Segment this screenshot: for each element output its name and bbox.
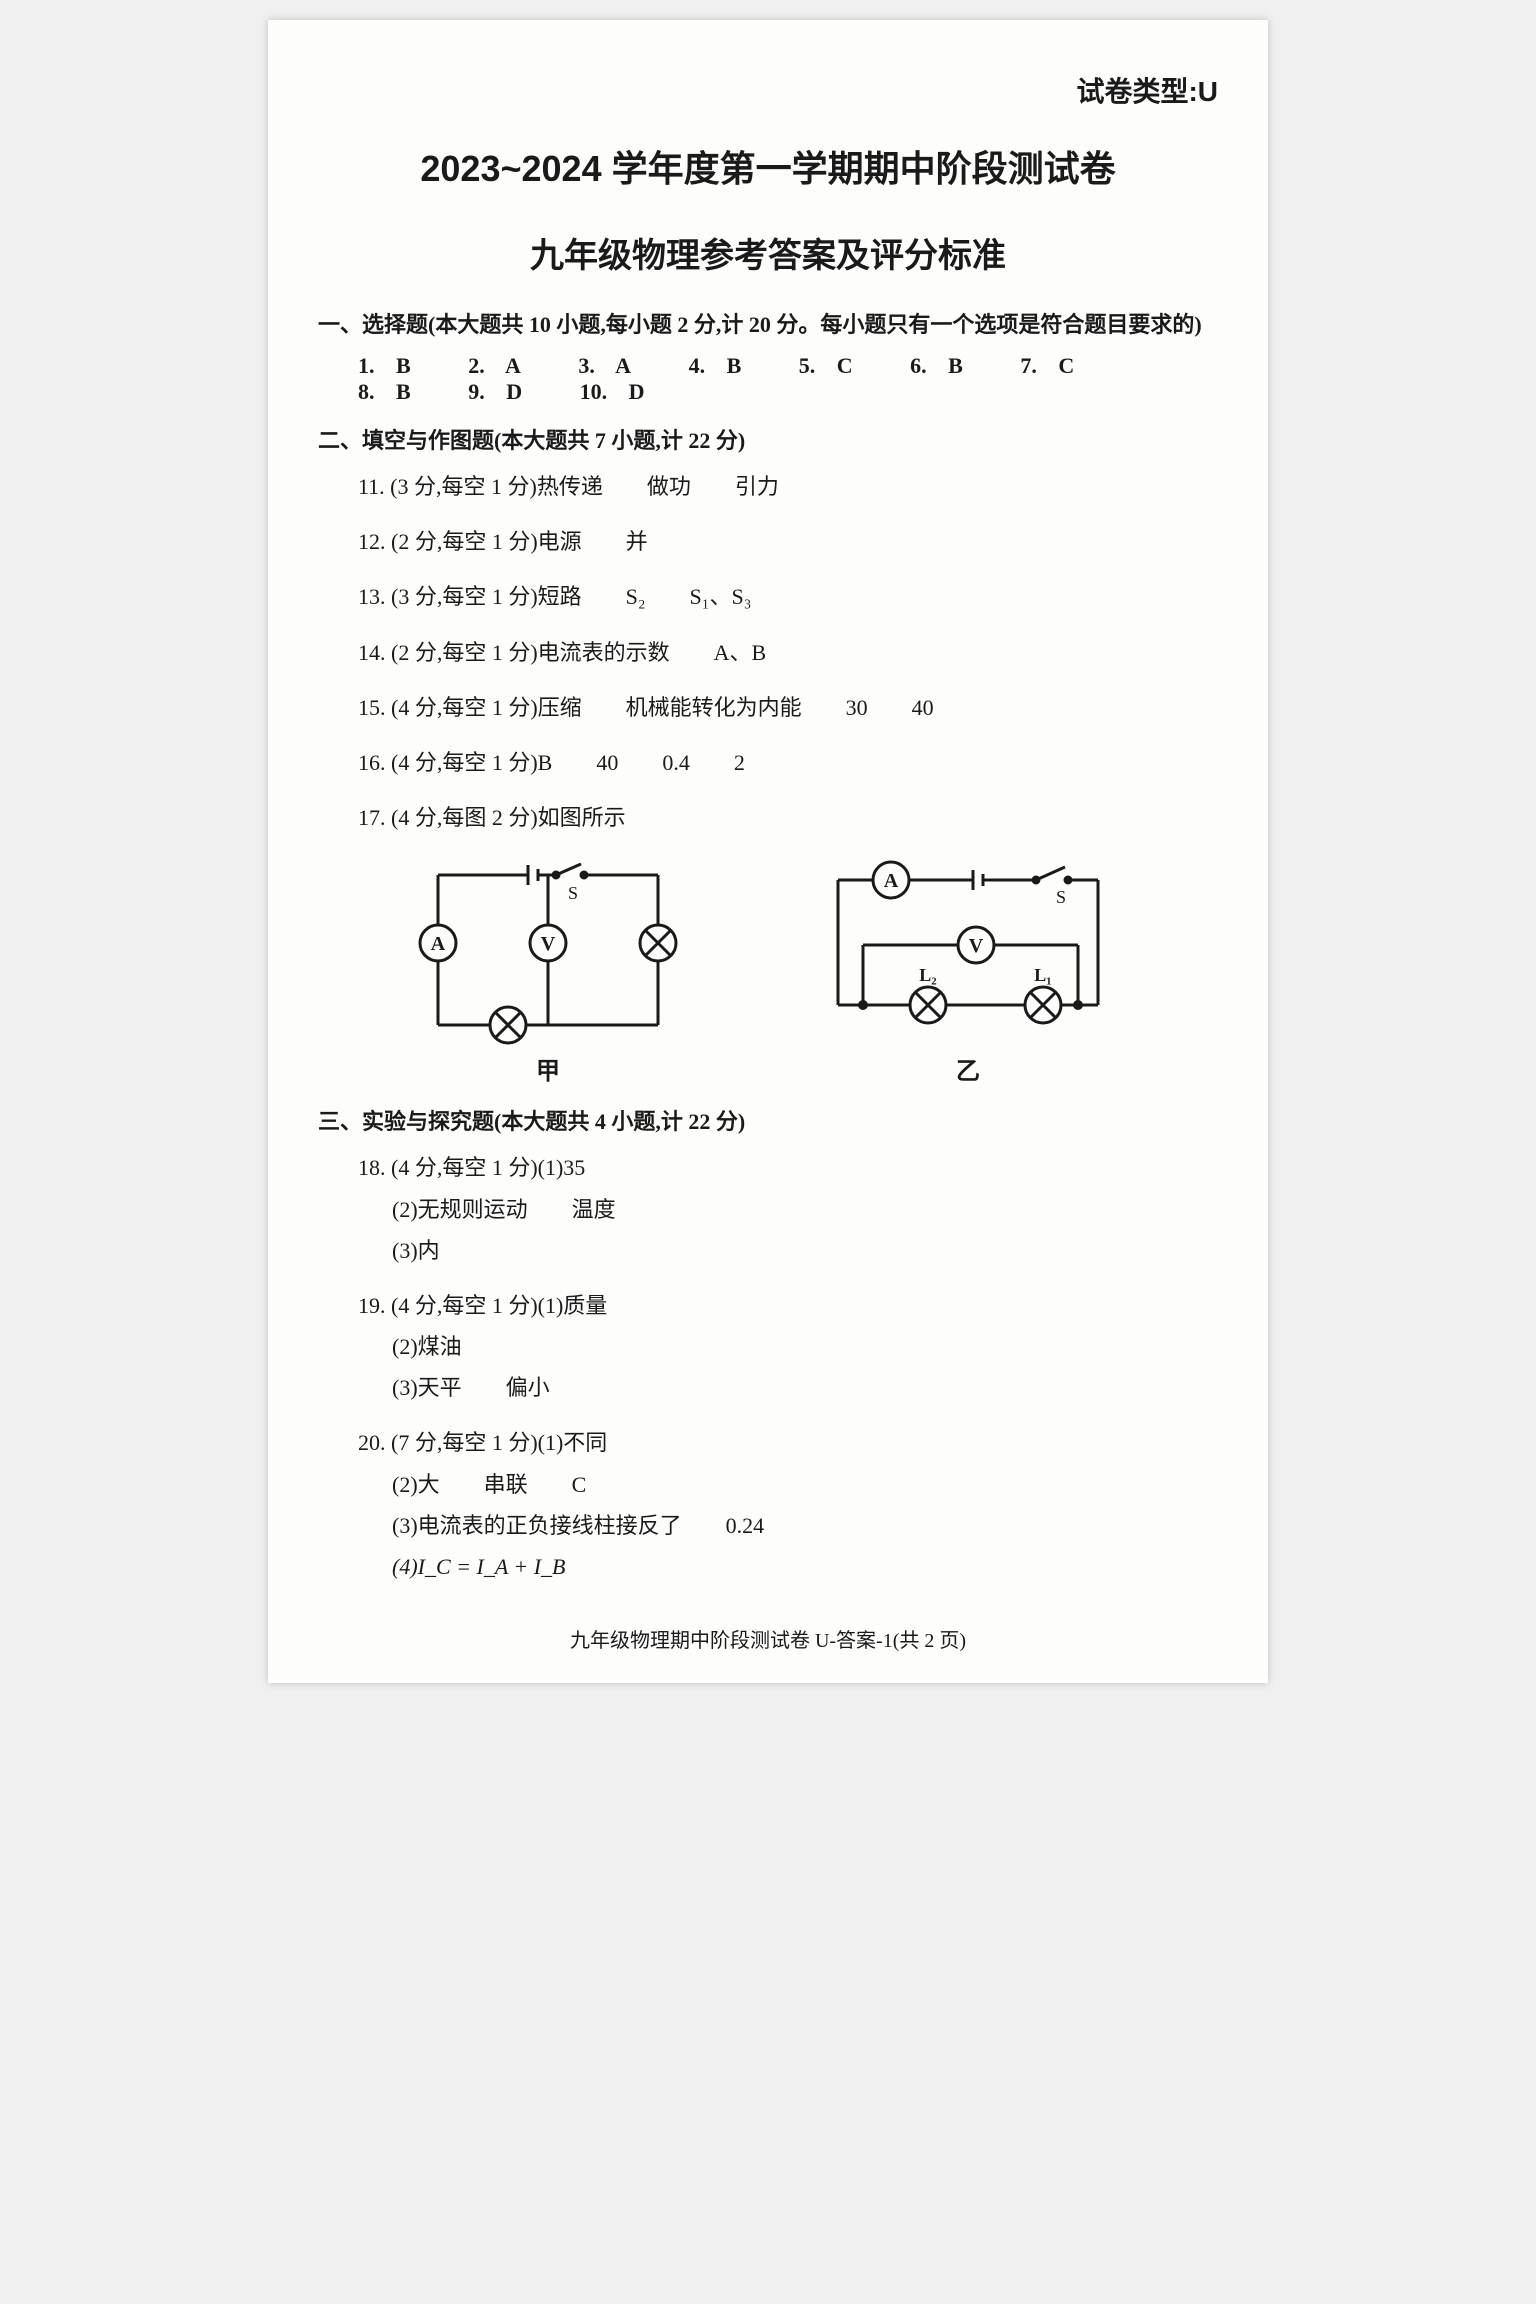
q20-2: (2)大 串联 C <box>358 1467 1218 1502</box>
page: 试卷类型:U 2023~2024 学年度第一学期期中阶段测试卷 九年级物理参考答… <box>268 20 1268 1683</box>
diagram-yi-label: 乙 <box>956 1051 980 1086</box>
q12: 12. (2 分,每空 1 分)电源 并 <box>318 524 1218 559</box>
main-title: 2023~2024 学年度第一学期期中阶段测试卷 <box>318 140 1218 192</box>
circuit-jia-icon: A V S <box>418 855 678 1045</box>
ans-5: 5. C <box>799 353 853 378</box>
ans-10: 10. D <box>580 379 645 404</box>
section1-head: 一、选择题(本大题共 10 小题,每小题 2 分,计 20 分。每小题只有一个选… <box>318 307 1218 339</box>
ans-4: 4. B <box>689 353 742 378</box>
section1-answers: 1. B 2. A 3. A 4. B 5. C 6. B 7. C 8. B … <box>318 353 1218 405</box>
section2-head: 二、填空与作图题(本大题共 7 小题,计 22 分) <box>318 423 1218 455</box>
q20-1: 20. (7 分,每空 1 分)(1)不同 <box>358 1430 607 1455</box>
subtitle: 九年级物理参考答案及评分标准 <box>318 228 1218 277</box>
q20-4: (4)I_C = I_A + I_B <box>358 1549 1218 1584</box>
q11: 11. (3 分,每空 1 分)热传递 做功 引力 <box>318 469 1218 504</box>
circuit-yi-icon: A V S L₁ L₂ <box>818 855 1118 1045</box>
q18-3: (3)内 <box>358 1233 1218 1268</box>
q17: 17. (4 分,每图 2 分)如图所示 <box>318 800 1218 835</box>
q15: 15. (4 分,每空 1 分)压缩 机械能转化为内能 30 40 <box>318 690 1218 725</box>
label-V-jia: V <box>541 933 556 955</box>
ans-2: 2. A <box>468 353 521 378</box>
q19: 19. (4 分,每空 1 分)(1)质量 (2)煤油 (3)天平 偏小 <box>318 1288 1218 1406</box>
diagram-jia-label: 甲 <box>536 1051 560 1086</box>
q20-3: (3)电流表的正负接线柱接反了 0.24 <box>358 1508 1218 1543</box>
q13: 13. (3 分,每空 1 分)短路 S₂ S₁、S₃ <box>318 579 1218 614</box>
diagram-jia: A V S 甲 <box>418 855 678 1086</box>
label-V-yi: V <box>969 935 984 957</box>
ans-6: 6. B <box>910 353 963 378</box>
q19-2: (2)煤油 <box>358 1329 1218 1364</box>
q16: 16. (4 分,每空 1 分)B 40 0.4 2 <box>318 745 1218 780</box>
diagram-yi: A V S L₁ L₂ 乙 <box>818 855 1118 1086</box>
label-A-yi: A <box>884 870 899 892</box>
q18: 18. (4 分,每空 1 分)(1)35 (2)无规则运动 温度 (3)内 <box>318 1150 1218 1268</box>
label-L1: L₁ <box>1034 965 1051 985</box>
page-footer: 九年级物理期中阶段测试卷 U-答案-1(共 2 页) <box>318 1624 1218 1653</box>
label-A-jia: A <box>431 933 446 955</box>
ans-7: 7. C <box>1020 353 1074 378</box>
q19-1: 19. (4 分,每空 1 分)(1)质量 <box>358 1293 607 1318</box>
q19-3: (3)天平 偏小 <box>358 1370 1218 1405</box>
ans-8: 8. B <box>358 379 411 404</box>
section3-head: 三、实验与探究题(本大题共 4 小题,计 22 分) <box>318 1104 1218 1136</box>
q18-2: (2)无规则运动 温度 <box>358 1192 1218 1227</box>
ans-1: 1. B <box>358 353 411 378</box>
label-S-yi: S <box>1056 887 1066 907</box>
ans-3: 3. A <box>578 353 631 378</box>
label-L2: L₂ <box>919 965 936 985</box>
label-S-jia: S <box>568 883 578 903</box>
ans-9: 9. D <box>468 379 522 404</box>
exam-type: 试卷类型:U <box>318 70 1218 110</box>
q14: 14. (2 分,每空 1 分)电流表的示数 A、B <box>318 635 1218 670</box>
diagram-row: A V S 甲 <box>318 855 1218 1086</box>
q20: 20. (7 分,每空 1 分)(1)不同 (2)大 串联 C (3)电流表的正… <box>318 1425 1218 1584</box>
q18-1: 18. (4 分,每空 1 分)(1)35 <box>358 1155 585 1180</box>
